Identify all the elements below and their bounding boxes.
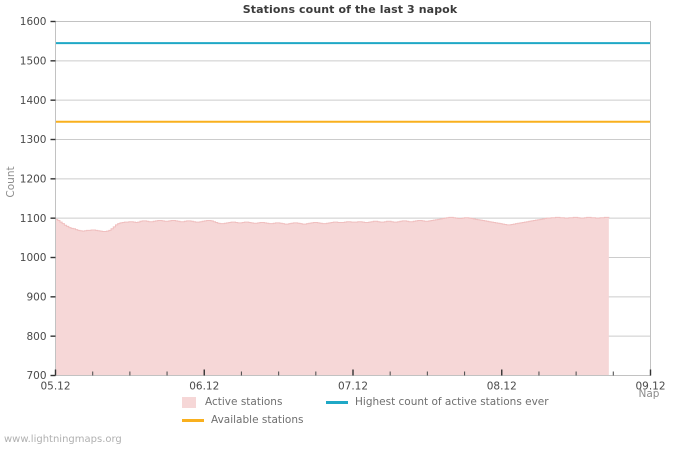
y-axis-tick-label: 900 — [26, 291, 46, 303]
y-axis-tick-label: 1000 — [20, 252, 47, 264]
y-axis-tick-label: 1500 — [20, 55, 47, 67]
series-area-active-stations — [55, 217, 609, 376]
legend-item-active-stations[interactable]: Active stations — [182, 393, 312, 411]
legend-swatch-active-stations-icon — [182, 396, 196, 408]
legend-row-1: Active stations Highest count of active … — [182, 393, 612, 411]
legend-label-highest-count: Highest count of active stations ever — [355, 396, 549, 408]
y-axis-label: Count — [5, 166, 17, 198]
chart-legend: Active stations Highest count of active … — [182, 393, 612, 429]
legend-item-highest-count[interactable]: Highest count of active stations ever — [326, 393, 549, 411]
chart-title: Stations count of the last 3 napok — [242, 3, 458, 16]
y-axis-tick-label: 1200 — [20, 173, 47, 185]
y-axis-tick-label: 1400 — [20, 95, 47, 107]
legend-item-available-stations[interactable]: Available stations — [182, 411, 312, 429]
x-axis-tick-label: 06.12 — [189, 381, 219, 393]
watermark-text: www.lightningmaps.org — [4, 434, 122, 445]
x-axis-tick-label: 07.12 — [338, 381, 368, 393]
legend-swatch-available-stations-icon — [182, 418, 204, 422]
legend-label-available-stations: Available stations — [211, 414, 304, 426]
y-axis-tick-label: 1600 — [20, 16, 47, 28]
y-axis-tick-label: 700 — [26, 370, 46, 382]
x-axis-tick-label: 05.12 — [40, 381, 70, 393]
legend-row-2: Available stations — [182, 411, 612, 429]
legend-swatch-highest-count-icon — [326, 400, 348, 404]
x-axis-tick-label: 09.12 — [635, 381, 665, 393]
y-axis-tick-label: 800 — [26, 331, 46, 343]
series-area-active-stations-edge — [55, 216, 610, 233]
y-axis-tick-label: 1300 — [20, 134, 47, 146]
plot-ticklabels-group: 700 800 900 1000 1100 1200 1300 1400 1500 1600 05.… — [20, 16, 666, 392]
plot-series-group — [55, 42, 651, 376]
x-axis-label: Nap — [638, 388, 660, 400]
plot-axes-group — [50, 20, 652, 377]
legend-label-active-stations: Active stations — [205, 396, 283, 408]
x-axis-tick-label: 08.12 — [487, 381, 517, 393]
y-axis-tick-label: 1100 — [20, 213, 47, 225]
